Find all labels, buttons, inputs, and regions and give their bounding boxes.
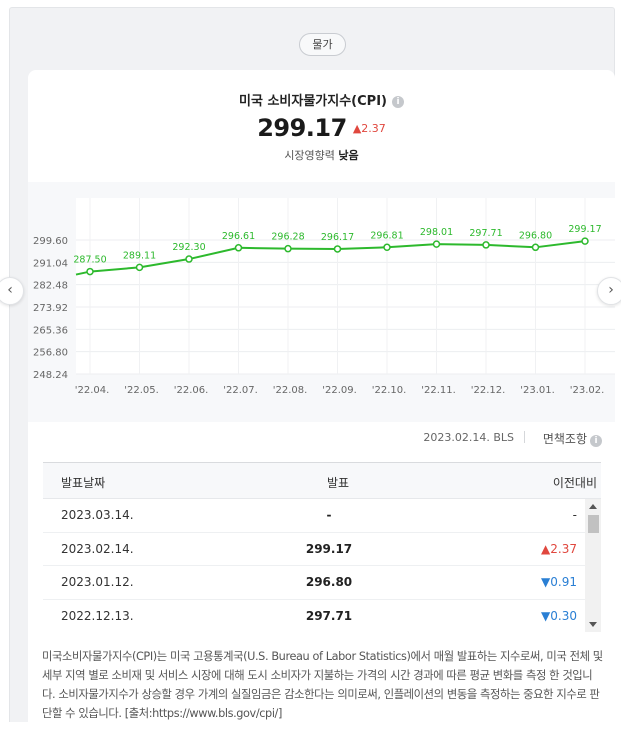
row-change: ▲2.37 bbox=[541, 541, 577, 556]
row-value: 297.71 bbox=[305, 608, 353, 623]
prev-arrow-button[interactable]: ‹ bbox=[0, 277, 24, 305]
y-tick-label: 256.80 bbox=[33, 348, 68, 359]
data-label: 297.71 bbox=[469, 228, 502, 239]
data-label: 296.17 bbox=[321, 232, 354, 243]
data-label: 299.17 bbox=[568, 224, 601, 235]
data-point bbox=[185, 255, 193, 263]
indicator-value-row: 299.17 ▲2.37 bbox=[28, 114, 615, 142]
x-tick-label: '23.01. bbox=[520, 385, 555, 396]
indicator-description: 미국소비자물가지수(CPI)는 미국 고용통계국(U.S. Bureau of … bbox=[42, 650, 603, 720]
cpi-chart: 299.60 291.04 282.48 273.92 265.36 256.80 248.… bbox=[28, 182, 615, 422]
data-point bbox=[531, 243, 540, 252]
x-tick-label: '22.09. bbox=[322, 385, 357, 396]
table-row: 2023.02.14. 299.17 ▲2.37 bbox=[43, 533, 601, 566]
x-tick-label: '22.11. bbox=[421, 385, 456, 396]
cpi-line-chart: 299.60 291.04 282.48 273.92 265.36 256.80 248.… bbox=[33, 198, 615, 396]
x-tick-label: '22.06. bbox=[174, 385, 209, 396]
scroll-thumb[interactable] bbox=[588, 515, 599, 533]
data-point bbox=[284, 244, 292, 253]
data-point bbox=[86, 267, 94, 276]
data-point bbox=[432, 240, 441, 248]
indicator-panel: 물가 미국 소비자물가지수(CPI) i 299.17 ▲2.37 시장영향력 낮음… bbox=[9, 7, 615, 730]
data-point bbox=[234, 244, 243, 252]
header-value: 발표 bbox=[327, 476, 350, 490]
row-value: 299.17 bbox=[305, 541, 353, 556]
row-value: 296.80 bbox=[305, 575, 353, 589]
market-impact-value: 낮음 bbox=[338, 149, 359, 162]
market-impact: 시장영향력 낮음 bbox=[28, 147, 615, 163]
disclaimer-info-icon[interactable]: i bbox=[590, 435, 602, 447]
category-tag[interactable]: 물가 bbox=[299, 33, 346, 56]
table-body[interactable]: 2023.03.14. - - 2023.02.14. 299.17 ▲2.37… bbox=[43, 499, 601, 632]
data-label: 296.28 bbox=[271, 232, 304, 243]
row-date: 2023.02.14. bbox=[61, 541, 134, 556]
chevron-left-icon: ‹ bbox=[7, 282, 13, 298]
header-date: 발표날짜 bbox=[61, 476, 106, 490]
row-change: - bbox=[572, 508, 577, 522]
disclaimer-link[interactable]: 면책조항 i bbox=[543, 430, 602, 447]
y-tick-label: 291.04 bbox=[33, 258, 68, 269]
row-date: 2023.03.14. bbox=[61, 508, 134, 522]
x-tick-label: '22.05. bbox=[124, 385, 159, 396]
y-tick-label: 273.92 bbox=[33, 303, 68, 314]
x-tick-label: '22.10. bbox=[372, 385, 407, 396]
x-tick-label: '22.07. bbox=[223, 385, 258, 396]
indicator-title-text: 미국 소비자물가지수(CPI) bbox=[239, 94, 387, 109]
y-tick-label: 282.48 bbox=[33, 281, 68, 292]
chevron-right-icon: › bbox=[608, 282, 614, 298]
x-tick-label: '22.12. bbox=[471, 385, 506, 396]
data-label: 298.01 bbox=[420, 227, 453, 238]
data-label: 289.11 bbox=[123, 250, 156, 261]
info-icon[interactable]: i bbox=[391, 96, 404, 108]
y-tick-label: 265.36 bbox=[33, 325, 68, 336]
source-date: 2023.02.14. BLS bbox=[423, 431, 514, 444]
x-tick-label: '22.04. bbox=[75, 385, 110, 396]
x-tick-label: '23.02. bbox=[570, 385, 605, 396]
market-impact-label: 시장영향력 bbox=[284, 149, 335, 162]
row-change: ▼0.91 bbox=[541, 575, 577, 589]
row-date: 2023.01.12. bbox=[61, 575, 134, 589]
indicator-card: 미국 소비자물가지수(CPI) i 299.17 ▲2.37 시장영향력 낮음 29… bbox=[28, 70, 615, 730]
data-point bbox=[383, 243, 391, 252]
header-change: 이전대비 bbox=[552, 476, 597, 490]
data-label: 296.61 bbox=[222, 231, 255, 242]
y-tick-label: 248.24 bbox=[33, 370, 68, 381]
data-point bbox=[482, 241, 490, 249]
source-bar: 2023.02.14. BLS 면책조항 i bbox=[28, 422, 615, 455]
indicator-value: 299.17 bbox=[257, 114, 347, 142]
indicator-change: ▲2.37 bbox=[352, 122, 386, 135]
scroll-down-icon[interactable] bbox=[589, 622, 597, 627]
scroll-up-icon[interactable] bbox=[589, 504, 597, 509]
plot-area bbox=[76, 198, 615, 374]
data-label: 292.30 bbox=[172, 242, 205, 253]
series-line bbox=[75, 240, 586, 276]
row-change: ▼0.30 bbox=[541, 608, 577, 623]
divider bbox=[524, 431, 525, 443]
data-point bbox=[333, 245, 342, 253]
y-tick-label: 299.60 bbox=[33, 236, 68, 247]
row-date: 2022.12.13. bbox=[61, 608, 134, 623]
next-arrow-button[interactable]: › bbox=[597, 277, 621, 305]
x-tick-label: '22.08. bbox=[273, 385, 308, 396]
data-label: 296.80 bbox=[519, 230, 552, 241]
disclaimer-label: 면책조항 bbox=[542, 432, 587, 446]
table-row: 2022.12.13. 297.71 ▼0.30 bbox=[43, 600, 601, 633]
row-value: - bbox=[326, 508, 332, 522]
table-scrollbar[interactable] bbox=[585, 499, 601, 632]
data-label: 296.81 bbox=[370, 230, 403, 241]
indicator-title: 미국 소비자물가지수(CPI) i bbox=[28, 90, 615, 109]
data-point bbox=[581, 237, 589, 245]
data-label: 287.50 bbox=[73, 255, 106, 266]
table-row: 2023.03.14. - - bbox=[43, 499, 601, 533]
table-header: 발표날짜 발표 이전대비 bbox=[43, 463, 601, 499]
release-table: 발표날짜 발표 이전대비 2023.03.14. - - 2023.02.14.… bbox=[43, 462, 601, 632]
data-point bbox=[135, 263, 144, 272]
table-row: 2023.01.12. 296.80 ▼0.91 bbox=[43, 566, 601, 600]
